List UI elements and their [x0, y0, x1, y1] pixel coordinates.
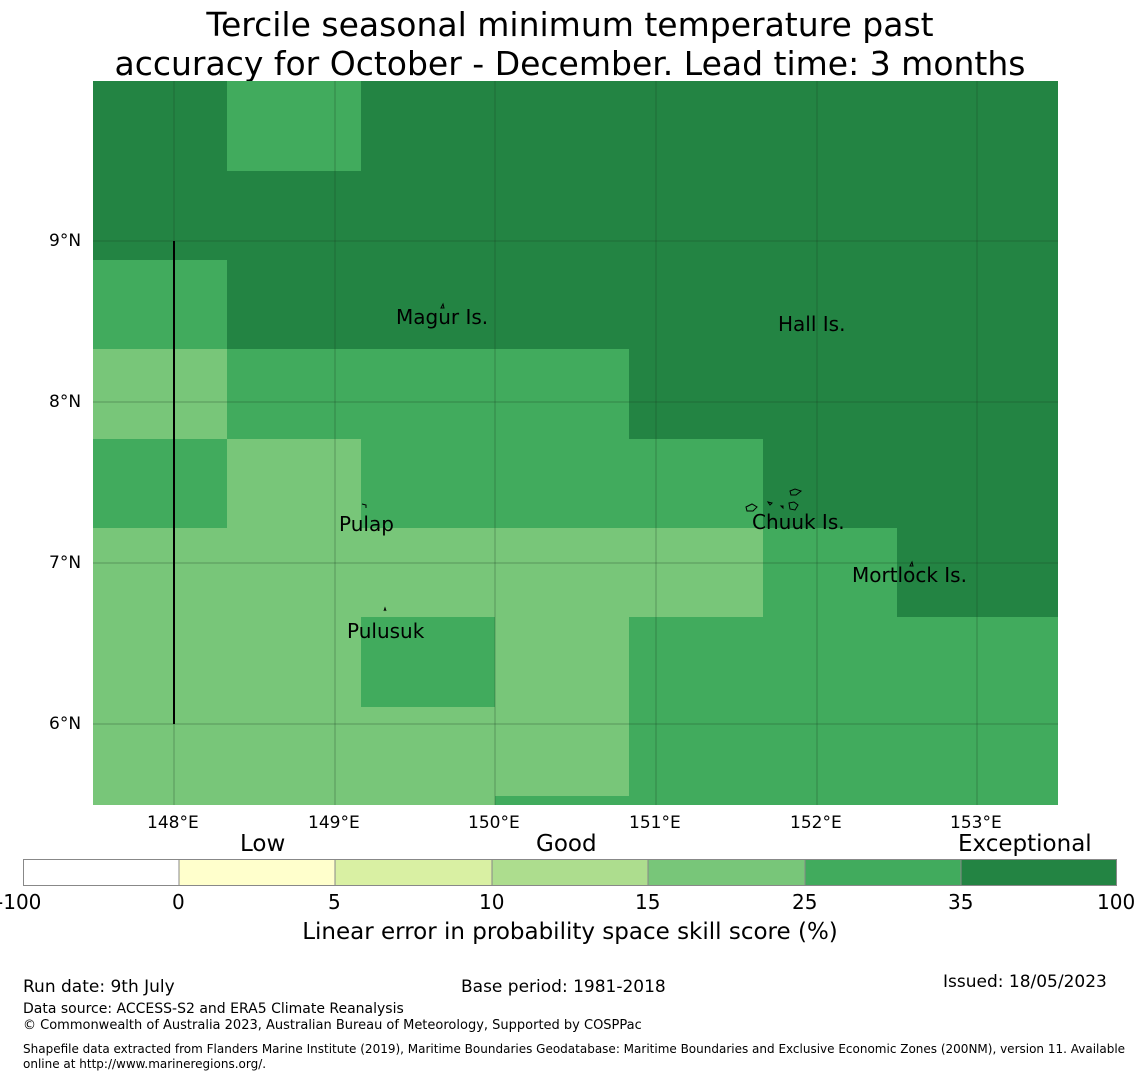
data-source: Data source: ACCESS-S2 and ERA5 Climate …: [23, 1001, 404, 1017]
lat-tick-label: 7°N: [49, 553, 82, 573]
place-label: Mortlock Is.: [852, 563, 967, 587]
map-gridlines: [93, 81, 1058, 805]
colorbar-label: Linear error in probability space skill …: [302, 919, 838, 945]
map-title-line2: accuracy for October - December. Lead ti…: [114, 44, 1026, 83]
skill-cell: [763, 439, 1058, 528]
place-label: Hall Is.: [778, 312, 846, 336]
map-title-line1: Tercile seasonal minimum temperature pas…: [206, 5, 934, 44]
lon-tick-label: 148°E: [147, 813, 199, 833]
lat-tick-label: 6°N: [49, 714, 82, 734]
place-label: Chuuk Is.: [752, 510, 845, 534]
skill-cell: [93, 349, 227, 439]
island-outlines: [361, 302, 914, 612]
colorbar-tick-label: 35: [948, 890, 974, 914]
colorbar-tick-label: 0: [172, 890, 185, 914]
skill-cell: [629, 349, 1058, 439]
colorbar-tick-label: -100: [0, 890, 42, 914]
colorbar-tick-label: 25: [792, 890, 818, 914]
skill-cell: [93, 796, 495, 805]
skill-cell: [93, 528, 763, 617]
colorbar-tick-label: 15: [635, 890, 661, 914]
map-panel: [93, 81, 1058, 805]
colorbar-category-label: Exceptional: [958, 831, 1092, 857]
lon-tick-label: 153°E: [950, 813, 1002, 833]
colorbar-tick-label: 5: [328, 890, 341, 914]
colorbar-tick-label: 10: [479, 890, 505, 914]
run-date: Run date: 9th July: [23, 977, 175, 997]
colorbar-category-label: Good: [536, 831, 597, 857]
issued-date: Issued: 18/05/2023: [943, 972, 1107, 992]
lon-tick-label: 151°E: [629, 813, 681, 833]
base-period: Base period: 1981-2018: [461, 977, 666, 997]
place-label: Pulusuk: [347, 619, 425, 643]
skill-cell: [93, 260, 227, 349]
place-label: Pulap: [339, 512, 394, 536]
colorbar-category-label: Low: [240, 831, 286, 857]
lat-tick-label: 8°N: [49, 392, 82, 412]
lon-tick-label: 152°E: [790, 813, 842, 833]
shapefile-credit-cont: online at http://www.marineregions.org/.: [23, 1057, 267, 1071]
shapefile-credit: Shapefile data extracted from Flanders M…: [23, 1042, 1126, 1056]
skill-cell: [361, 617, 495, 707]
skill-cell: [227, 439, 361, 528]
lon-tick-label: 150°E: [468, 813, 520, 833]
skill-cell: [227, 81, 361, 171]
place-label: Magur Is.: [396, 305, 489, 329]
colorbar-tick-label: 100: [1097, 890, 1136, 914]
skill-cell: [897, 528, 1058, 617]
lon-tick-label: 149°E: [308, 813, 360, 833]
skill-cell: [227, 260, 1058, 349]
copyright: © Commonwealth of Australia 2023, Austra…: [23, 1018, 642, 1033]
lat-tick-label: 9°N: [49, 231, 82, 251]
